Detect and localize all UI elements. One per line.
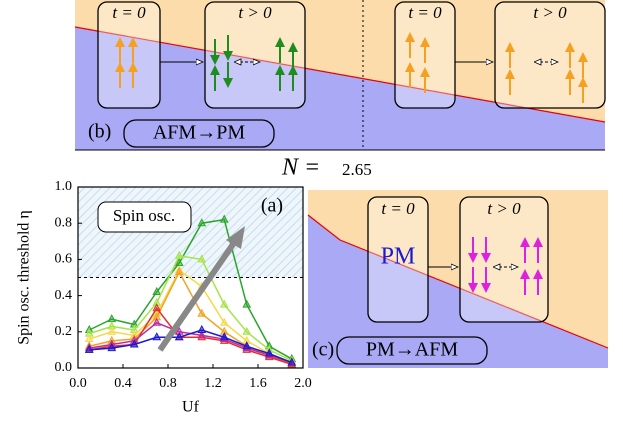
y-tick-label: 0.2	[55, 324, 73, 339]
box-label: t = 0	[408, 3, 442, 22]
marker	[242, 341, 252, 350]
spin-head	[223, 51, 233, 61]
series-line	[88, 218, 293, 360]
y-tick-label: 0.4	[55, 288, 73, 303]
spin-head	[288, 42, 298, 52]
spin-head	[210, 55, 220, 65]
x-tick-label: 0.4	[114, 376, 132, 391]
transition-label: AFM→PM	[153, 122, 245, 144]
spin-head	[578, 77, 588, 87]
series-line	[89, 269, 293, 364]
marker	[152, 317, 162, 326]
spin-head	[128, 62, 138, 72]
marker	[152, 303, 162, 312]
marker	[197, 330, 207, 339]
spin-head	[115, 37, 125, 47]
spin-head	[468, 253, 478, 263]
marker	[174, 332, 184, 341]
marker	[219, 299, 229, 308]
spin-head	[520, 237, 530, 247]
spin-head	[420, 37, 430, 47]
panel-c: t = 0 t > 0 PM (c) PM→AFM	[307, 190, 609, 368]
spin-head	[275, 37, 285, 47]
spin-head	[533, 237, 543, 247]
x-tick-label: 0.0	[69, 376, 87, 391]
n-value: 2.65	[342, 160, 372, 179]
trend-arrow-head	[226, 226, 245, 249]
spins	[115, 32, 588, 295]
trend-arrow	[157, 238, 239, 352]
panel-label: (c)	[312, 339, 334, 361]
box-label: t = 0	[112, 3, 146, 22]
phase-label: PM	[381, 244, 416, 270]
marker	[219, 317, 229, 326]
spin-head	[468, 283, 478, 293]
plot-a: 0.0 0.4 0.8 1.2 1.6 2.0 0.0 0.2 0.4 0.6 0.8 1.0 Spin…	[16, 179, 312, 415]
marker	[152, 332, 162, 341]
spin-head	[128, 37, 138, 47]
x-tick-label: 2.0	[294, 376, 312, 391]
marker	[219, 332, 229, 341]
annotation: Spin osc.	[113, 206, 175, 225]
marker	[264, 348, 274, 357]
marker	[197, 218, 207, 227]
spin-head	[288, 65, 298, 75]
spin-head	[533, 269, 543, 279]
spin-head	[210, 65, 220, 75]
x-tick-label: 0.8	[159, 376, 177, 391]
annotation-box	[97, 201, 192, 233]
n-label: N =	[281, 155, 320, 181]
series-line	[89, 254, 293, 362]
marker	[197, 308, 207, 317]
marker	[174, 267, 184, 276]
x-tick-label: 1.2	[204, 376, 222, 391]
marker	[174, 250, 184, 259]
panel-label: (a)	[261, 195, 283, 217]
box-label: t > 0	[487, 199, 521, 218]
marker	[152, 286, 162, 295]
spin-head	[520, 269, 530, 279]
spin-head	[505, 69, 515, 79]
y-tick-label: 1.0	[55, 179, 73, 194]
spin-head	[405, 62, 415, 72]
spin-head	[115, 62, 125, 72]
y-tick-label: 0.8	[55, 215, 73, 230]
marker	[242, 326, 252, 335]
transition-label: PM→AFM	[366, 339, 458, 361]
spin-head	[565, 42, 575, 52]
spin-head	[578, 52, 588, 62]
x-axis-label: Uf	[182, 399, 200, 416]
panel-b: t = 0 t > 0 t = 0 t > 0 (b) AFM→PM	[74, 0, 606, 151]
spin-head	[275, 65, 285, 75]
series-line	[89, 270, 293, 366]
spin-head	[565, 69, 575, 79]
marker	[242, 299, 252, 308]
spin-head	[481, 283, 491, 293]
marker	[287, 357, 297, 366]
y-tick-label: 0.6	[55, 252, 73, 267]
x-tick-label: 1.6	[249, 376, 267, 391]
panel-label: (b)	[88, 121, 111, 143]
marker	[107, 343, 117, 352]
marker	[129, 339, 139, 348]
spin-head	[405, 32, 415, 42]
marker	[107, 326, 117, 335]
spin-head	[481, 253, 491, 263]
spin-head	[420, 67, 430, 77]
box-label: t > 0	[533, 3, 567, 22]
marker	[219, 214, 229, 223]
spin-head	[223, 78, 233, 88]
y-tick-label: 0.0	[55, 360, 73, 375]
plot-frame	[77, 186, 304, 369]
series-line	[89, 329, 293, 364]
series-line	[89, 306, 292, 366]
y-axis-label: Spin osc. threshold η	[16, 210, 33, 345]
marker	[197, 254, 207, 263]
marker	[197, 324, 207, 333]
marker	[84, 344, 94, 353]
spin-head	[505, 42, 515, 52]
box-label: t = 0	[381, 199, 415, 218]
box-label: t > 0	[238, 3, 272, 22]
